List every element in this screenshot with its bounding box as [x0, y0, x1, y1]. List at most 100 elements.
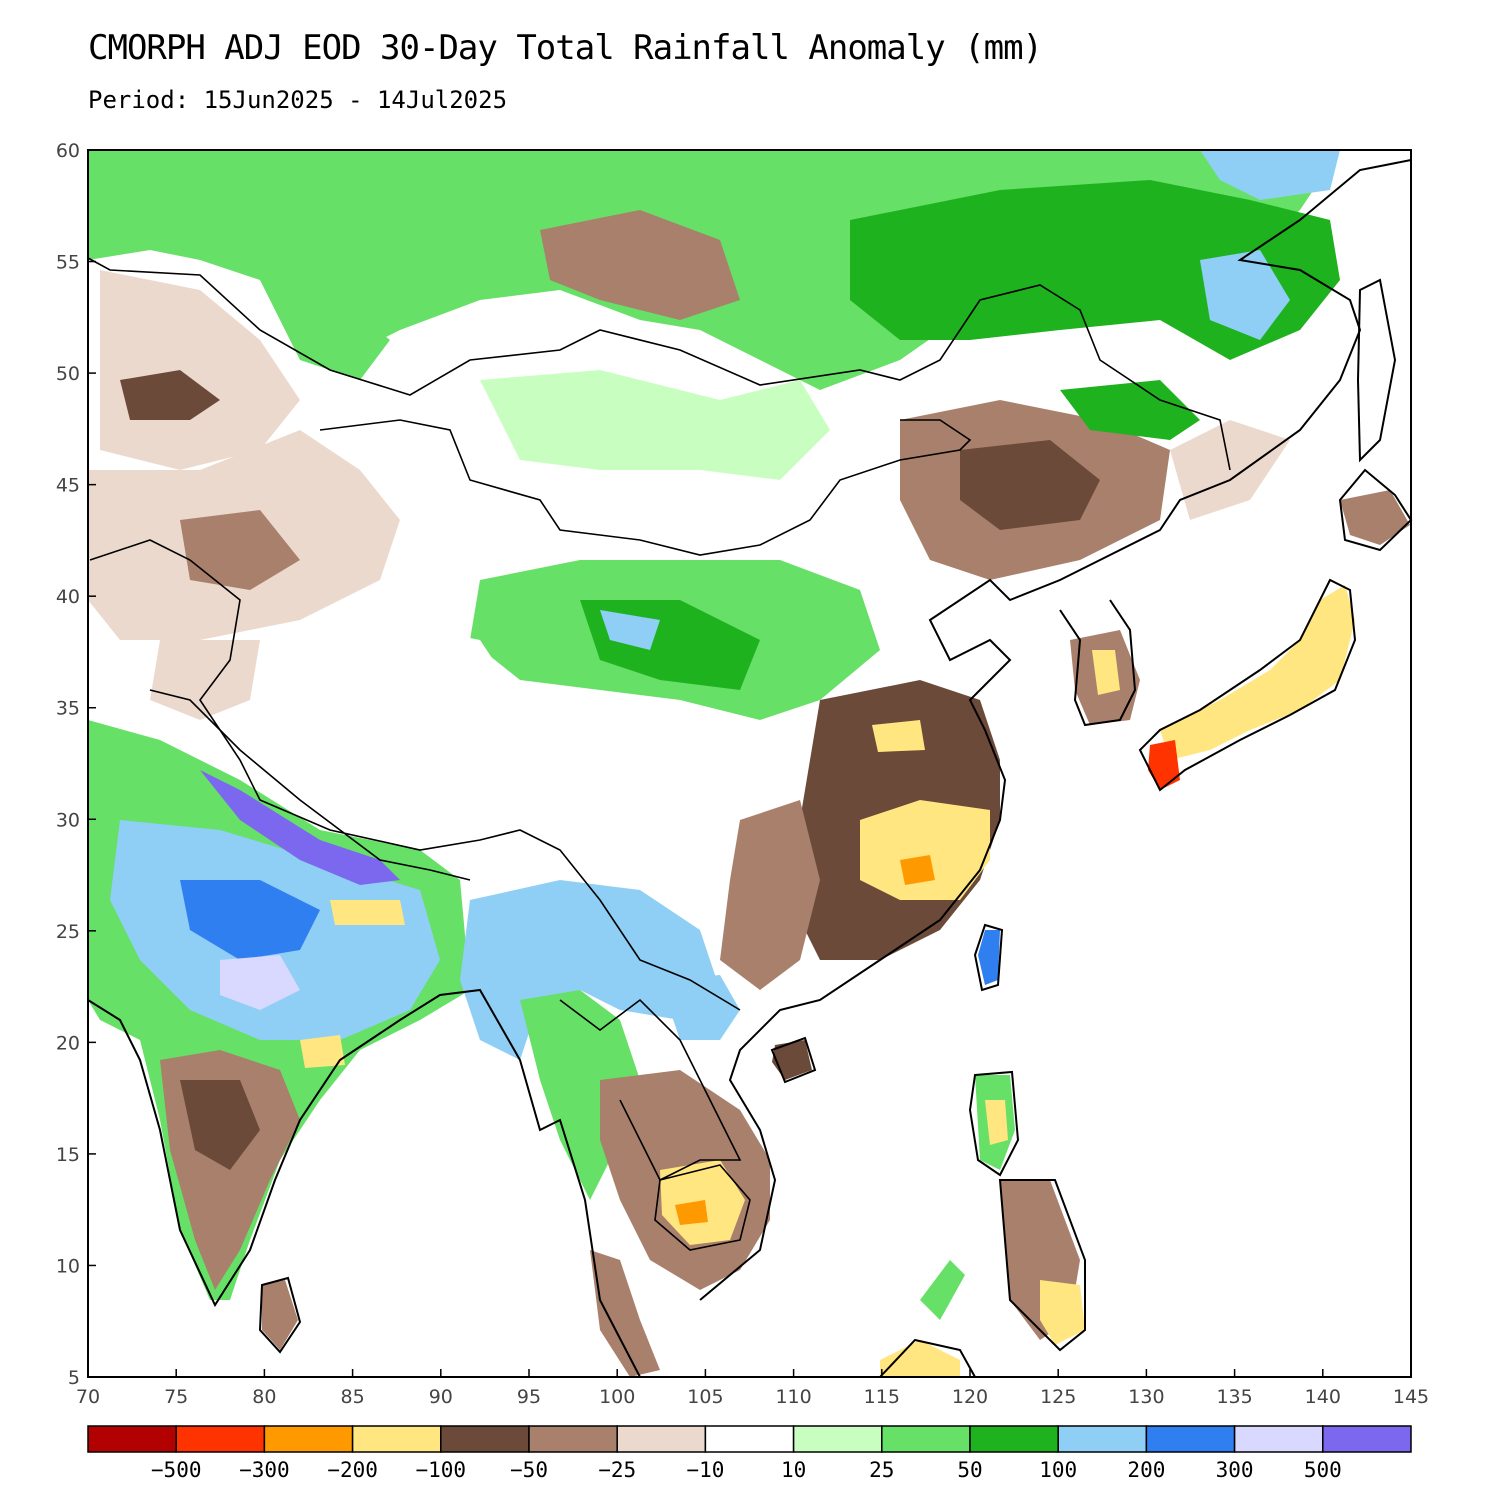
- russia-mongolia-border: [87, 257, 1231, 471]
- y-tick-label: 30: [56, 809, 80, 831]
- legend-swatch: [881, 1425, 971, 1453]
- japan-coast: [1138, 578, 1357, 792]
- legend-swatch: [616, 1425, 707, 1453]
- legend-label: 200: [1127, 1458, 1165, 1482]
- legend-label: −500: [151, 1458, 202, 1482]
- india-lavender: [220, 955, 300, 1010]
- central-blue: [600, 610, 660, 650]
- legend-swatch: [351, 1425, 442, 1453]
- y-tick-label: 45: [56, 475, 80, 497]
- x-tick-label: 100: [599, 1386, 635, 1408]
- legend-label: −100: [416, 1458, 467, 1482]
- huai-yellow: [872, 720, 925, 752]
- gujarat-yellow: [300, 1035, 345, 1068]
- legend-swatch: [1145, 1425, 1236, 1453]
- y-tick-label: 35: [56, 698, 80, 720]
- period-label: Period: 15Jun2025 - 14Jul2025: [88, 86, 508, 114]
- y-tick-label: 10: [56, 1255, 80, 1277]
- y-axis: 5 10 15 20 25 30 35 40 45 50 55 60: [56, 140, 96, 1389]
- legend-swatch: [87, 1425, 177, 1453]
- legend-label: 300: [1216, 1458, 1254, 1482]
- cambodia-orange: [675, 1200, 708, 1225]
- legend-swatch: [263, 1425, 354, 1453]
- cambodia-border: [654, 1164, 751, 1251]
- y-tick-label: 15: [56, 1144, 80, 1166]
- x-tick-label: 130: [1128, 1386, 1164, 1408]
- east-china-yellow: [860, 800, 990, 900]
- coastline-layer: [87, 159, 1413, 1378]
- x-tick-label: 140: [1305, 1386, 1341, 1408]
- legend-swatch: [1322, 1425, 1412, 1453]
- south-china-tan: [720, 800, 820, 990]
- legend-swatch: [440, 1425, 530, 1453]
- hainan-brown: [772, 1040, 812, 1080]
- east-china-orange: [900, 855, 935, 885]
- x-tick-label: 90: [429, 1386, 453, 1408]
- y-tick-label: 55: [56, 252, 80, 274]
- india-deep-blue: [180, 880, 320, 960]
- plot-frame: [87, 149, 1412, 1378]
- bengal-yellow: [330, 900, 405, 925]
- malay-brown: [590, 1250, 660, 1377]
- borneo-coast: [879, 1338, 976, 1378]
- y-tick-label: 50: [56, 363, 80, 385]
- page-title: CMORPH ADJ EOD 30-Day Total Rainfall Ano…: [88, 28, 1043, 68]
- legend-label: −200: [327, 1458, 378, 1482]
- luzon-coast: [968, 1070, 1020, 1177]
- legend-label: 100: [1039, 1458, 1077, 1482]
- legend-label: 50: [957, 1458, 982, 1482]
- amur-blue: [1200, 250, 1290, 340]
- hinggan-green: [1060, 380, 1200, 440]
- legend-label: 500: [1304, 1458, 1342, 1482]
- x-tick-label: 115: [864, 1386, 900, 1408]
- taiwan-coast: [973, 923, 1004, 992]
- kyushu-orange: [1148, 740, 1180, 790]
- palawan-mix: [920, 1260, 965, 1320]
- china-west-border: [89, 539, 741, 1011]
- indochina-borders: [559, 998, 742, 1182]
- anomaly-field-layer: [88, 150, 1410, 1377]
- tibet-tan: [150, 640, 260, 720]
- mongolia-china-border: [319, 419, 972, 556]
- x-axis: 70 75 80 85 90 95 100 105 110 115 120 125 130 135 140 1…: [76, 1369, 1429, 1408]
- x-tick-label: 80: [252, 1386, 276, 1408]
- main-coastline: [87, 988, 641, 1378]
- hainan-coast: [770, 1036, 817, 1084]
- borneo-yellow: [880, 1340, 960, 1377]
- x-tick-label: 120: [952, 1386, 988, 1408]
- vietnam-blue: [660, 975, 740, 1040]
- legend-label: 25: [869, 1458, 894, 1482]
- mongolia-green: [480, 370, 830, 480]
- srilanka-brown: [262, 1280, 298, 1350]
- indochina-coast: [699, 159, 1412, 1301]
- x-tick-label: 95: [517, 1386, 541, 1408]
- legend-swatch: [175, 1425, 266, 1453]
- legend-swatch: [1233, 1425, 1324, 1453]
- color-legend: −500 −300 −200 −100 −50 −25 −10 10 25 50 100 200 300…: [87, 1425, 1412, 1482]
- y-tick-label: 20: [56, 1032, 80, 1054]
- siberia-brown-1: [540, 210, 740, 320]
- peninsula-dark: [180, 1080, 260, 1170]
- x-tick-label: 105: [687, 1386, 723, 1408]
- west-siberia-green: [260, 280, 390, 380]
- legend-swatch: [969, 1425, 1059, 1453]
- legend-label: −10: [686, 1458, 724, 1482]
- x-tick-label: 85: [341, 1386, 365, 1408]
- y-tick-label: 60: [56, 140, 80, 162]
- north-blue-patch: [1200, 150, 1340, 200]
- tibet-white: [240, 620, 520, 790]
- legend-swatch: [528, 1425, 618, 1453]
- x-tick-label: 125: [1040, 1386, 1076, 1408]
- mindanao-yellow: [1040, 1280, 1085, 1345]
- y-tick-label: 5: [68, 1367, 80, 1389]
- manchuria-dark: [960, 440, 1100, 530]
- sakhalin-coast: [1356, 278, 1397, 463]
- himalaya-purple: [200, 770, 400, 885]
- himalaya-border: [149, 689, 471, 881]
- srilanka-coast: [258, 1276, 302, 1354]
- y-tick-label: 40: [56, 586, 80, 608]
- legend-label: 10: [781, 1458, 806, 1482]
- luzon-yellow: [985, 1100, 1008, 1145]
- x-tick-label: 145: [1393, 1386, 1429, 1408]
